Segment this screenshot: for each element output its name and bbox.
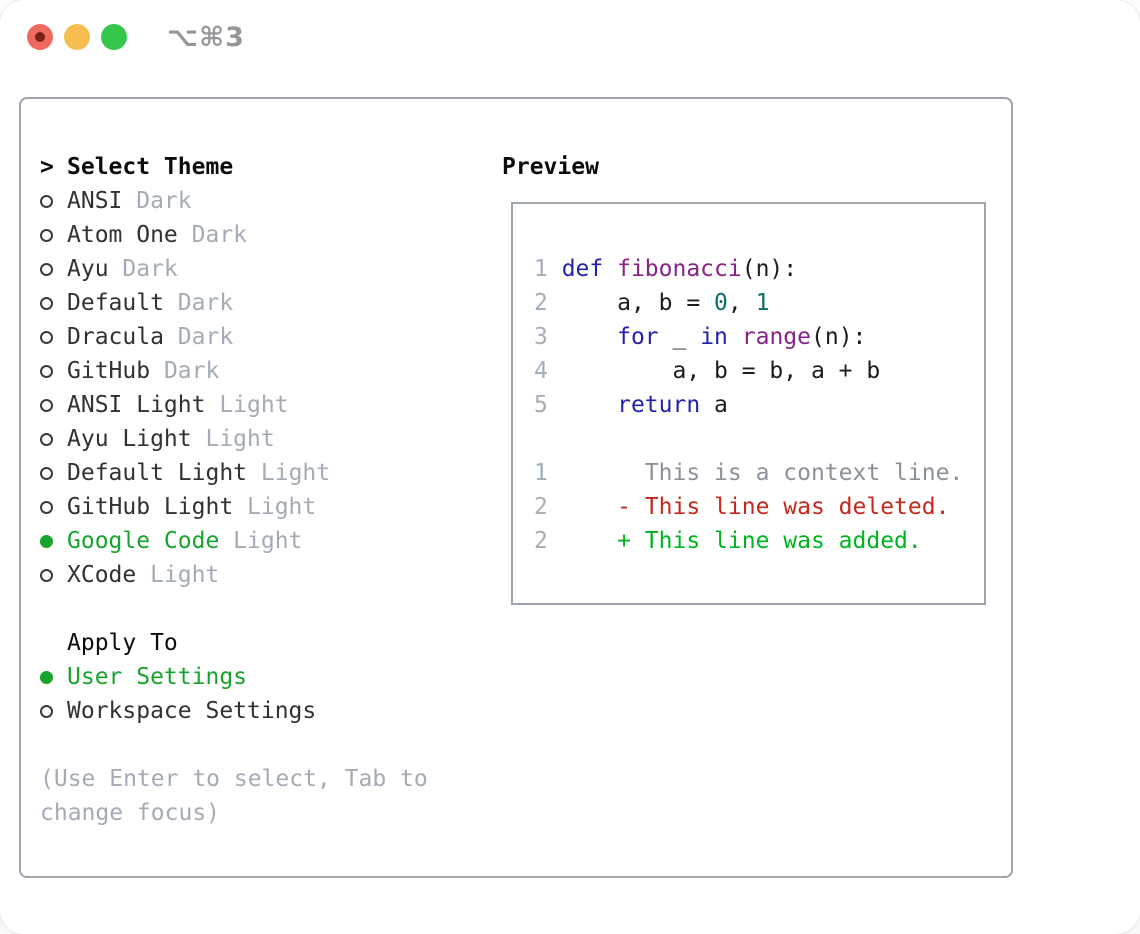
radio-icon: [40, 568, 53, 582]
theme-option[interactable]: GitHub Light Light: [40, 490, 460, 524]
preview-title: Preview: [502, 154, 599, 180]
theme-variant-tag: Light: [205, 426, 275, 452]
minimize-button[interactable]: [64, 24, 90, 50]
line-number: 2: [534, 528, 548, 554]
theme-option[interactable]: Ayu Dark: [40, 252, 460, 286]
theme-name: GitHub: [67, 358, 164, 384]
theme-variant-tag: Dark: [177, 324, 234, 350]
radio-icon: [40, 228, 53, 242]
code-line: 4 a, b = b, a + b: [534, 358, 881, 384]
theme-option[interactable]: GitHub Dark: [40, 354, 460, 388]
theme-variant-tag: Dark: [191, 222, 248, 248]
theme-option[interactable]: Google Code Light: [40, 524, 460, 558]
code-line: 2 a, b = 0, 1: [534, 290, 770, 316]
diff-line-deleted: 2 - This line was deleted.: [534, 494, 950, 520]
radio-icon: [40, 398, 53, 412]
line-number: 2: [534, 494, 548, 520]
line-number: 1: [534, 256, 562, 282]
theme-variant-tag: Light: [260, 460, 331, 486]
theme-name: GitHub Light: [67, 494, 248, 520]
code-preview: 1 def fibonacci(n): 2 a, b = 0, 1 3 for _ …: [534, 252, 984, 422]
zoom-button[interactable]: [101, 24, 127, 50]
apply-to-name: Workspace Settings: [67, 698, 317, 724]
theme-variant-tag: Light: [247, 494, 317, 520]
radio-icon: [40, 670, 53, 684]
prompt-caret-icon: >: [40, 154, 54, 180]
theme-name: Dracula: [67, 324, 178, 350]
spacer: [40, 592, 460, 626]
radio-icon: [40, 364, 53, 378]
diff-line-added: 2 + This line was added.: [534, 528, 922, 554]
radio-icon: [40, 296, 53, 310]
line-number: 3: [534, 324, 562, 350]
diff-line-context: 1 This is a context line.: [534, 460, 964, 486]
radio-icon: [40, 262, 53, 276]
theme-name: ANSI: [67, 188, 137, 214]
window-shortcut-label: ⌥⌘3: [167, 22, 245, 53]
code-line: 1 def fibonacci(n):: [534, 256, 798, 282]
theme-name: Ayu Light: [67, 426, 206, 452]
apply-to-name: User Settings: [67, 664, 248, 690]
theme-option[interactable]: XCode Light: [40, 558, 460, 592]
theme-selector-panel: > Select Theme ANSI Dark Atom One Dark A…: [19, 97, 1013, 878]
theme-name: Atom One: [67, 222, 192, 248]
theme-name: Default: [67, 290, 178, 316]
diff-preview: 1 This is a context line. 2 - This line w…: [534, 456, 984, 558]
theme-variant-tag: Dark: [136, 188, 192, 214]
theme-name: ANSI Light: [67, 392, 220, 418]
line-number: 4: [534, 358, 562, 384]
close-button[interactable]: [27, 24, 53, 50]
theme-list: ANSI Dark Atom One Dark Ayu Dark Default…: [40, 184, 460, 592]
spacer: [40, 728, 460, 762]
theme-variant-tag: Dark: [177, 290, 234, 316]
apply-to-list: User Settings Workspace Settings: [40, 660, 460, 728]
radio-icon: [40, 330, 53, 344]
theme-variant-tag: Light: [150, 562, 220, 588]
preview-pane: 1 def fibonacci(n): 2 a, b = 0, 1 3 for _ …: [511, 202, 986, 605]
theme-menu-title: Select Theme: [67, 154, 234, 180]
line-number: 5: [534, 392, 562, 418]
theme-option[interactable]: Atom One Dark: [40, 218, 460, 252]
keyboard-hint: (Use Enter to select, Tab to change focu…: [40, 766, 428, 826]
apply-to-header-row: Apply To: [40, 626, 460, 660]
radio-icon: [40, 500, 53, 514]
apply-to-option[interactable]: User Settings: [40, 660, 460, 694]
theme-name: XCode: [67, 562, 151, 588]
theme-variant-tag: Light: [233, 528, 303, 554]
theme-option[interactable]: Dracula Dark: [40, 320, 460, 354]
theme-name: Google Code: [67, 528, 234, 554]
theme-variant-tag: Dark: [122, 256, 178, 282]
line-number: 2: [534, 290, 562, 316]
radio-icon: [40, 534, 53, 548]
line-number: 1: [534, 460, 548, 486]
theme-menu-header-row: > Select Theme: [40, 150, 460, 184]
radio-icon: [40, 466, 53, 480]
apply-to-title: Apply To: [67, 630, 178, 656]
theme-name: Default Light: [67, 460, 261, 486]
theme-option[interactable]: Default Dark: [40, 286, 460, 320]
apply-to-option[interactable]: Workspace Settings: [40, 694, 460, 728]
radio-icon: [40, 432, 53, 446]
theme-menu: > Select Theme ANSI Dark Atom One Dark A…: [40, 150, 460, 830]
theme-option[interactable]: Default Light Light: [40, 456, 460, 490]
code-line: 3 for _ in range(n):: [534, 324, 867, 350]
radio-icon: [40, 704, 53, 718]
theme-variant-tag: Light: [219, 392, 289, 418]
theme-variant-tag: Dark: [163, 358, 220, 384]
theme-option[interactable]: ANSI Dark: [40, 184, 460, 218]
theme-name: Ayu: [67, 256, 123, 282]
theme-option[interactable]: Ayu Light Light: [40, 422, 460, 456]
theme-option[interactable]: ANSI Light Light: [40, 388, 460, 422]
radio-icon: [40, 194, 53, 208]
titlebar: ⌥⌘3: [0, 0, 1140, 74]
spacer: [534, 422, 984, 456]
code-line: 5 return a: [534, 392, 728, 418]
